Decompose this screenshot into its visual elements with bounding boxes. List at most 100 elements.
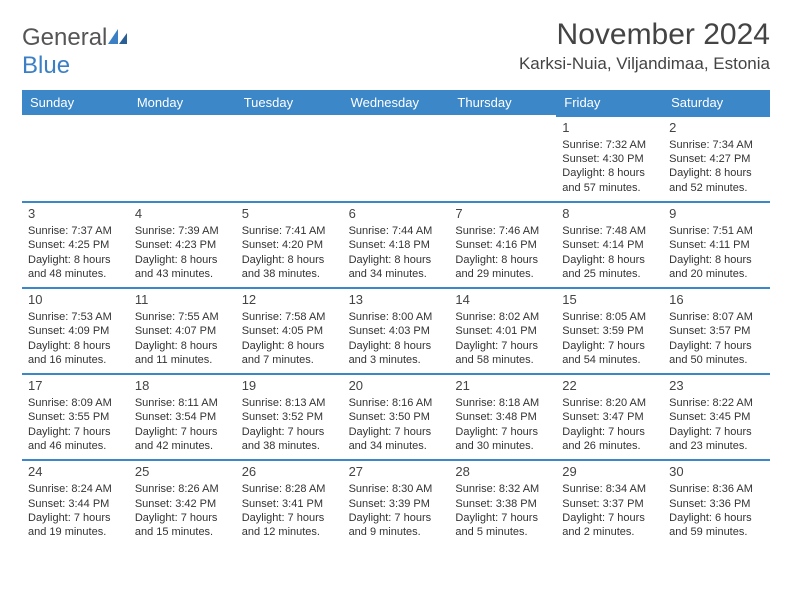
daylight-text: Daylight: 8 hours — [455, 253, 550, 267]
sunset-text: Sunset: 4:27 PM — [669, 152, 764, 166]
weekday-tue: Tuesday — [236, 90, 343, 115]
sunrise-text: Sunrise: 8:24 AM — [28, 482, 123, 496]
logo-word-2: Blue — [22, 52, 70, 79]
daylight-text: and 26 minutes. — [562, 439, 657, 453]
sunset-text: Sunset: 4:07 PM — [135, 324, 230, 338]
daylight-text: Daylight: 8 hours — [669, 166, 764, 180]
day-number: 1 — [562, 120, 657, 137]
day-number: 2 — [669, 120, 764, 137]
daylight-text: Daylight: 8 hours — [28, 339, 123, 353]
daylight-text: and 38 minutes. — [242, 267, 337, 281]
day-number: 16 — [669, 292, 764, 309]
calendar-cell: 7Sunrise: 7:46 AMSunset: 4:16 PMDaylight… — [449, 201, 556, 287]
calendar-cell: 15Sunrise: 8:05 AMSunset: 3:59 PMDayligh… — [556, 287, 663, 373]
daylight-text: and 20 minutes. — [669, 267, 764, 281]
sunset-text: Sunset: 3:57 PM — [669, 324, 764, 338]
sunrise-text: Sunrise: 8:32 AM — [455, 482, 550, 496]
daylight-text: Daylight: 7 hours — [242, 425, 337, 439]
daylight-text: and 42 minutes. — [135, 439, 230, 453]
sunrise-text: Sunrise: 8:13 AM — [242, 396, 337, 410]
daylight-text: and 15 minutes. — [135, 525, 230, 539]
daylight-text: Daylight: 8 hours — [28, 253, 123, 267]
sunset-text: Sunset: 3:55 PM — [28, 410, 123, 424]
daylight-text: Daylight: 8 hours — [562, 166, 657, 180]
daylight-text: and 30 minutes. — [455, 439, 550, 453]
sunrise-text: Sunrise: 7:39 AM — [135, 224, 230, 238]
calendar-cell: 26Sunrise: 8:28 AMSunset: 3:41 PMDayligh… — [236, 459, 343, 545]
sunrise-text: Sunrise: 7:44 AM — [349, 224, 444, 238]
sunrise-text: Sunrise: 8:02 AM — [455, 310, 550, 324]
sunset-text: Sunset: 3:42 PM — [135, 497, 230, 511]
calendar-cell: 22Sunrise: 8:20 AMSunset: 3:47 PMDayligh… — [556, 373, 663, 459]
calendar-cell: 4Sunrise: 7:39 AMSunset: 4:23 PMDaylight… — [129, 201, 236, 287]
calendar-cell: 21Sunrise: 8:18 AMSunset: 3:48 PMDayligh… — [449, 373, 556, 459]
daylight-text: Daylight: 8 hours — [242, 339, 337, 353]
sunrise-text: Sunrise: 8:09 AM — [28, 396, 123, 410]
daylight-text: Daylight: 8 hours — [242, 253, 337, 267]
calendar-cell: 9Sunrise: 7:51 AMSunset: 4:11 PMDaylight… — [663, 201, 770, 287]
daylight-text: Daylight: 7 hours — [135, 511, 230, 525]
sunset-text: Sunset: 3:48 PM — [455, 410, 550, 424]
sunrise-text: Sunrise: 8:22 AM — [669, 396, 764, 410]
daylight-text: and 16 minutes. — [28, 353, 123, 367]
weekday-sat: Saturday — [663, 90, 770, 115]
calendar-cell: 10Sunrise: 7:53 AMSunset: 4:09 PMDayligh… — [22, 287, 129, 373]
header: General Blue November 2024 Karksi-Nuia, … — [22, 18, 770, 80]
sunset-text: Sunset: 4:16 PM — [455, 238, 550, 252]
day-number: 13 — [349, 292, 444, 309]
sunset-text: Sunset: 4:03 PM — [349, 324, 444, 338]
daylight-text: Daylight: 7 hours — [135, 425, 230, 439]
day-number: 21 — [455, 378, 550, 395]
daylight-text: and 43 minutes. — [135, 267, 230, 281]
calendar-cell: 12Sunrise: 7:58 AMSunset: 4:05 PMDayligh… — [236, 287, 343, 373]
day-number: 30 — [669, 464, 764, 481]
daylight-text: Daylight: 8 hours — [669, 253, 764, 267]
daylight-text: and 57 minutes. — [562, 181, 657, 195]
day-number: 5 — [242, 206, 337, 223]
logo-swoosh-icon — [107, 24, 129, 52]
calendar-cell: 28Sunrise: 8:32 AMSunset: 3:38 PMDayligh… — [449, 459, 556, 545]
sunrise-text: Sunrise: 8:26 AM — [135, 482, 230, 496]
daylight-text: Daylight: 7 hours — [669, 339, 764, 353]
daylight-text: Daylight: 8 hours — [562, 253, 657, 267]
daylight-text: Daylight: 7 hours — [455, 511, 550, 525]
sunrise-text: Sunrise: 8:28 AM — [242, 482, 337, 496]
day-number: 7 — [455, 206, 550, 223]
day-number: 11 — [135, 292, 230, 309]
daylight-text: Daylight: 7 hours — [455, 425, 550, 439]
daylight-text: Daylight: 7 hours — [28, 511, 123, 525]
title-block: November 2024 Karksi-Nuia, Viljandimaa, … — [519, 18, 770, 74]
daylight-text: Daylight: 7 hours — [455, 339, 550, 353]
calendar-cell: 5Sunrise: 7:41 AMSunset: 4:20 PMDaylight… — [236, 201, 343, 287]
sunrise-text: Sunrise: 8:30 AM — [349, 482, 444, 496]
sunrise-text: Sunrise: 7:46 AM — [455, 224, 550, 238]
sunrise-text: Sunrise: 8:00 AM — [349, 310, 444, 324]
sunset-text: Sunset: 4:18 PM — [349, 238, 444, 252]
daylight-text: and 38 minutes. — [242, 439, 337, 453]
weekday-thu: Thursday — [449, 90, 556, 115]
day-number: 18 — [135, 378, 230, 395]
sunset-text: Sunset: 3:44 PM — [28, 497, 123, 511]
sunset-text: Sunset: 3:45 PM — [669, 410, 764, 424]
calendar-body: 1Sunrise: 7:32 AMSunset: 4:30 PMDaylight… — [22, 115, 770, 545]
daylight-text: Daylight: 7 hours — [669, 425, 764, 439]
day-number: 12 — [242, 292, 337, 309]
daylight-text: Daylight: 7 hours — [562, 425, 657, 439]
weekday-sun: Sunday — [22, 90, 129, 115]
calendar-cell: 3Sunrise: 7:37 AMSunset: 4:25 PMDaylight… — [22, 201, 129, 287]
calendar-cell: 18Sunrise: 8:11 AMSunset: 3:54 PMDayligh… — [129, 373, 236, 459]
day-number: 4 — [135, 206, 230, 223]
daylight-text: Daylight: 7 hours — [28, 425, 123, 439]
sunrise-text: Sunrise: 7:58 AM — [242, 310, 337, 324]
sunset-text: Sunset: 3:41 PM — [242, 497, 337, 511]
sunset-text: Sunset: 4:01 PM — [455, 324, 550, 338]
daylight-text: and 3 minutes. — [349, 353, 444, 367]
daylight-text: and 50 minutes. — [669, 353, 764, 367]
daylight-text: and 2 minutes. — [562, 525, 657, 539]
day-number: 15 — [562, 292, 657, 309]
sunset-text: Sunset: 3:54 PM — [135, 410, 230, 424]
calendar-cell: 27Sunrise: 8:30 AMSunset: 3:39 PMDayligh… — [343, 459, 450, 545]
day-number: 6 — [349, 206, 444, 223]
calendar-cell: 25Sunrise: 8:26 AMSunset: 3:42 PMDayligh… — [129, 459, 236, 545]
day-number: 3 — [28, 206, 123, 223]
